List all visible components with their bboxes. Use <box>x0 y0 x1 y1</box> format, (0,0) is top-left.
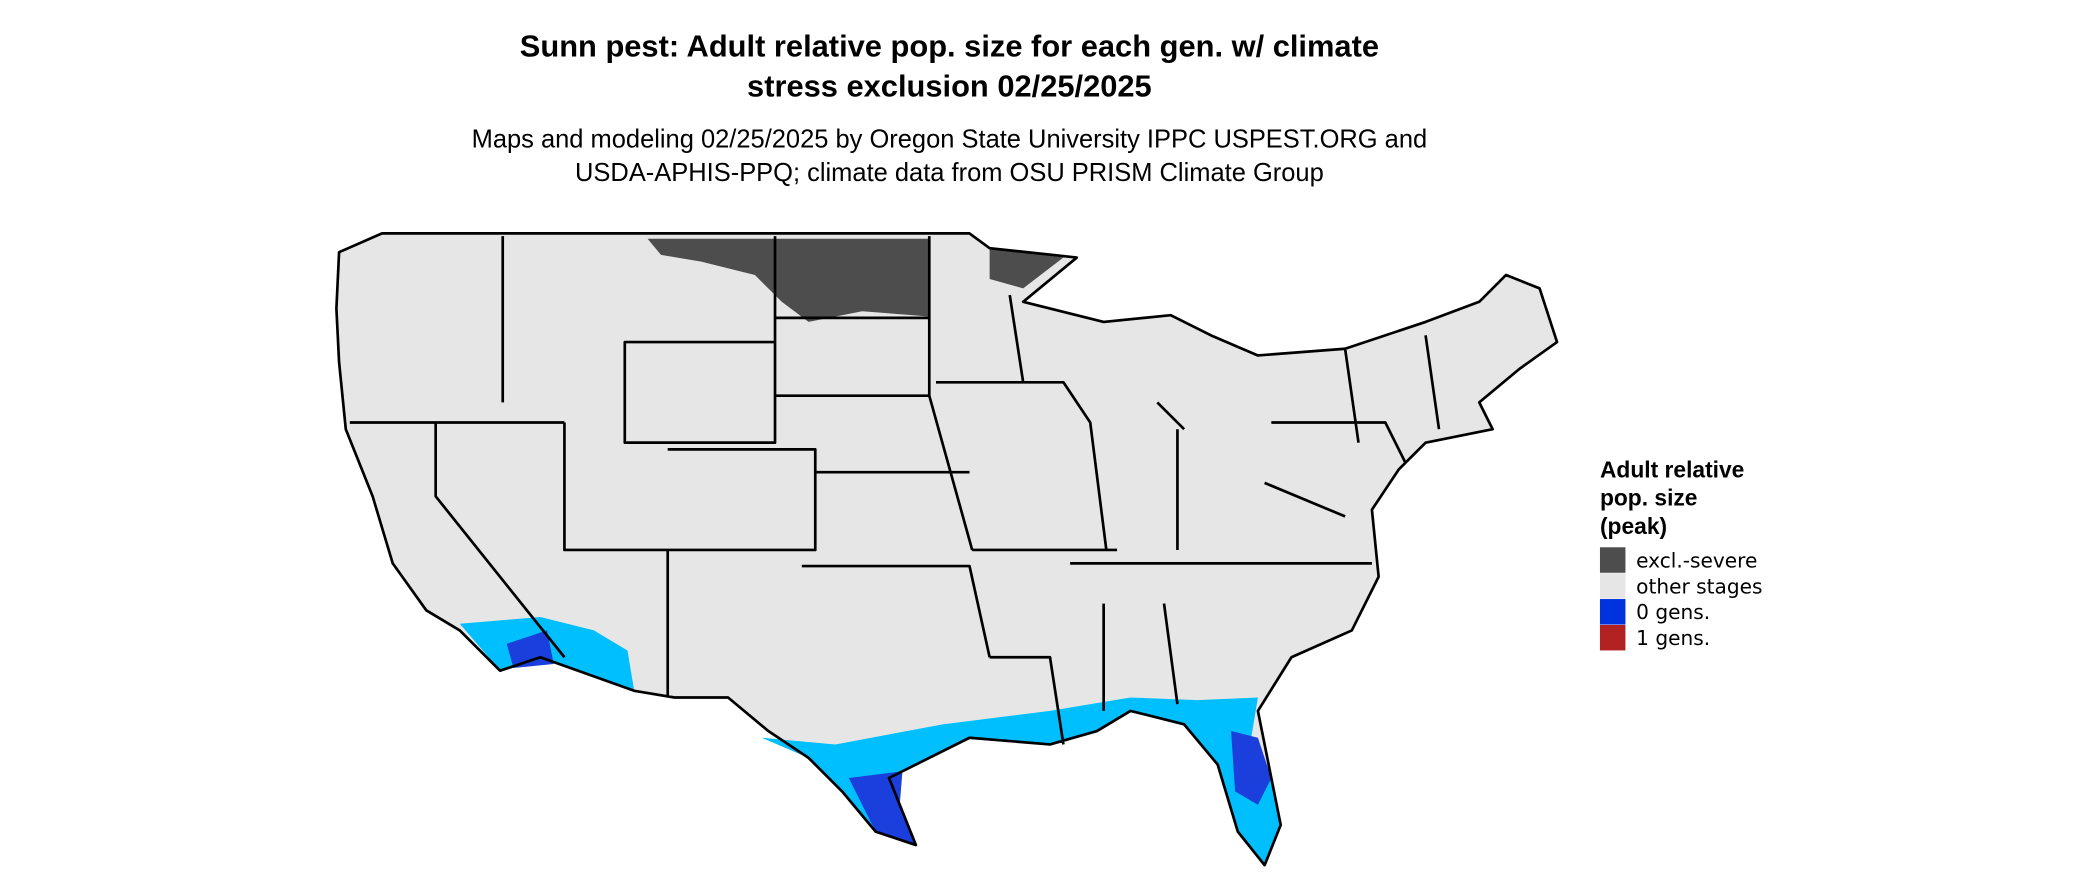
legend-label: 0 gens. <box>1636 600 1710 624</box>
legend-swatch <box>1599 599 1626 625</box>
us-map <box>335 232 1559 867</box>
excluded-area <box>647 238 930 322</box>
titles: Sunn pest: Adult relative pop. size for … <box>472 28 1428 187</box>
legend-title: pop. size <box>1600 485 1698 511</box>
title: stress exclusion 02/25/2025 <box>747 69 1152 104</box>
legend-swatch <box>1599 547 1626 573</box>
us-land <box>336 233 1558 866</box>
excluded-area <box>989 248 1064 289</box>
blue-area <box>506 630 1272 846</box>
subtitle: USDA-APHIS-PPQ; climate data from OSU PR… <box>575 159 1324 187</box>
light-blue-area <box>459 617 1281 866</box>
legend-swatch <box>1599 573 1626 599</box>
legend-label: excl.-severe <box>1636 548 1757 572</box>
legend-label: 1 gens. <box>1636 626 1710 650</box>
legend-title: Adult relative <box>1600 457 1744 483</box>
legend-swatch <box>1599 624 1626 651</box>
title: Sunn pest: Adult relative pop. size for … <box>520 28 1379 63</box>
state-boundaries <box>335 232 1559 867</box>
legend-label: other stages <box>1636 574 1762 598</box>
legend-title: (peak) <box>1600 513 1667 539</box>
subtitle: Maps and modeling 02/25/2025 by Oregon S… <box>472 126 1428 154</box>
